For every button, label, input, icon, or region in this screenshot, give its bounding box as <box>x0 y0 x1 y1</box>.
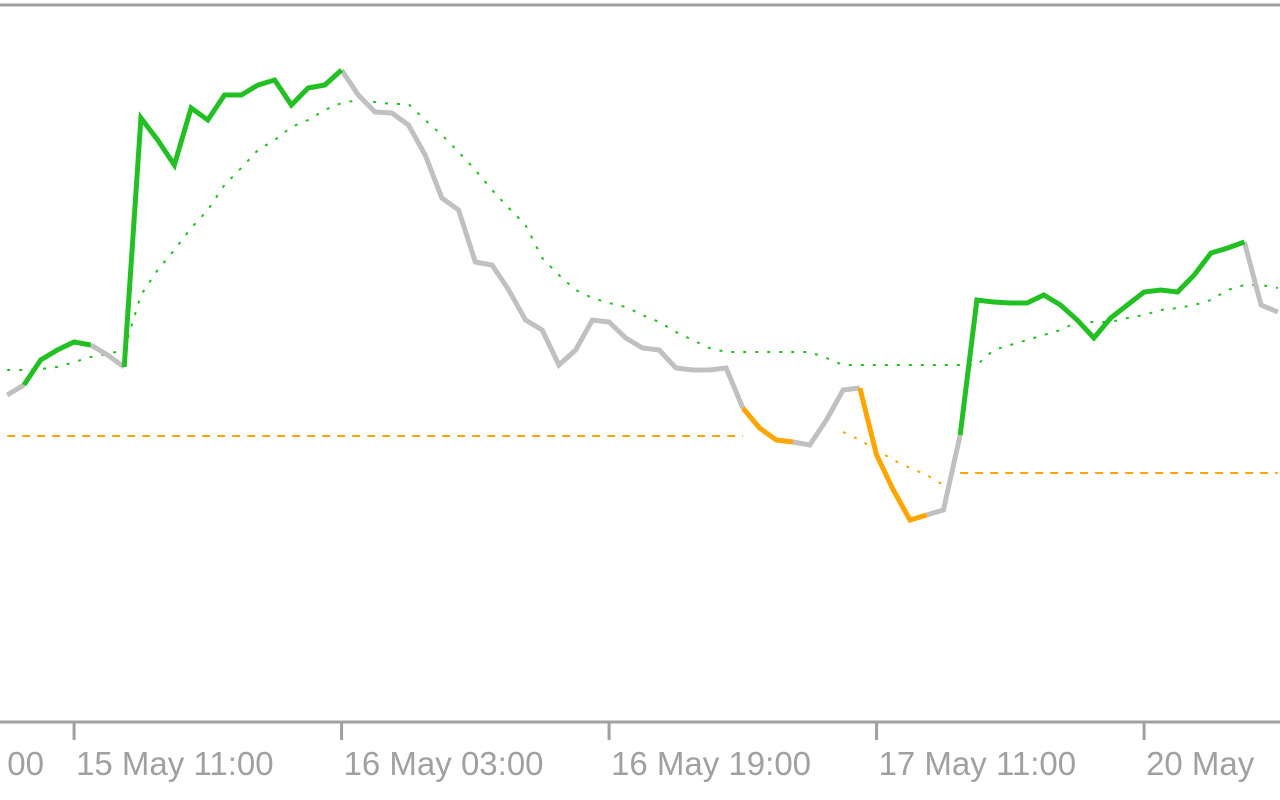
x-tick-label: 15 May 11:00 <box>76 745 274 782</box>
x-tick-label: 20 May <box>1146 745 1255 782</box>
x-tick-label: 00 <box>7 745 44 782</box>
x-tick-label: 16 May 03:00 <box>344 745 544 782</box>
x-tick-label: 17 May 11:00 <box>879 745 1077 782</box>
series-line <box>740 387 928 523</box>
x-tick-label: 16 May 19:00 <box>611 745 811 782</box>
series-line <box>5 68 1279 518</box>
series-line <box>842 431 944 486</box>
series-line <box>7 435 1278 474</box>
series-line <box>21 68 1246 436</box>
